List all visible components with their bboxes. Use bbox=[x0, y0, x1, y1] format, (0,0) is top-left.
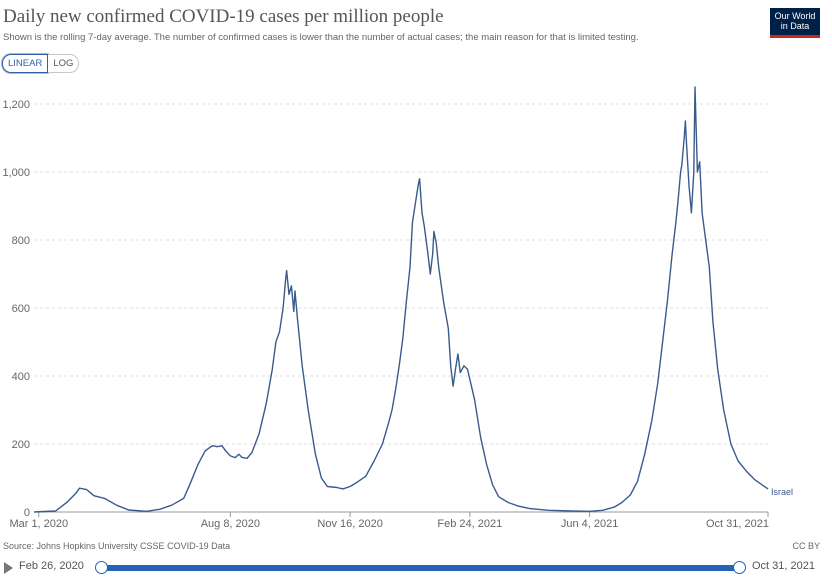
gridlines bbox=[34, 103, 768, 513]
y-tick-label: 0 bbox=[24, 507, 30, 519]
play-icon[interactable] bbox=[4, 562, 13, 574]
logo-line-1: Our World bbox=[774, 11, 816, 21]
x-tick-label: Feb 24, 2021 bbox=[437, 518, 502, 530]
timeline-track[interactable] bbox=[101, 565, 739, 571]
series-layer: Israel bbox=[33, 86, 793, 513]
x-tick-label: Nov 16, 2020 bbox=[317, 518, 382, 530]
x-axis: Mar 1, 2020 Aug 8, 2020 Nov 16, 2020 Feb 24… bbox=[9, 512, 769, 530]
timeline-end-label: Oct 31, 2021 bbox=[752, 560, 815, 572]
timeline-start-handle[interactable] bbox=[95, 561, 108, 574]
logo-accent-bar bbox=[770, 35, 820, 38]
timeline-start-label: Feb 26, 2020 bbox=[19, 560, 84, 572]
series-label: Israel bbox=[771, 487, 793, 497]
y-tick-label: 600 bbox=[12, 303, 30, 315]
timeline-end-handle[interactable] bbox=[733, 561, 746, 574]
x-tick-label: Aug 8, 2020 bbox=[201, 518, 260, 530]
scale-toggle: LINEAR LOG bbox=[2, 54, 80, 73]
x-tick-label: Oct 31, 2021 bbox=[706, 518, 769, 530]
y-tick-label: 1,200 bbox=[2, 99, 30, 111]
owid-logo[interactable]: Our World in Data bbox=[770, 8, 820, 38]
timeline: Feb 26, 2020 Oct 31, 2021 bbox=[0, 558, 832, 578]
y-tick-label: 1,000 bbox=[2, 167, 30, 179]
logo-line-2: in Data bbox=[780, 21, 810, 31]
x-tick-label: Jun 4, 2021 bbox=[561, 518, 619, 530]
source-note: Source: Johns Hopkins University CSSE CO… bbox=[3, 541, 231, 551]
log-scale-button[interactable]: LOG bbox=[48, 54, 80, 73]
y-tick-label: 200 bbox=[12, 439, 30, 451]
x-tick-label: Mar 1, 2020 bbox=[9, 518, 68, 530]
license-link[interactable]: CC BY bbox=[792, 541, 820, 551]
series-line bbox=[33, 86, 769, 513]
y-tick-label: 800 bbox=[12, 235, 30, 247]
y-tick-label: 400 bbox=[12, 371, 30, 383]
y-axis: 0 200 400 600 800 1,000 1,200 bbox=[2, 99, 30, 519]
line-chart: 0 200 400 600 800 1,000 1,200 Mar 1, 2020 Aug 8… bbox=[2, 86, 793, 530]
linear-scale-button[interactable]: LINEAR bbox=[2, 54, 49, 73]
chart-subtitle: Shown is the rolling 7-day average. The … bbox=[3, 32, 639, 43]
chart-title: Daily new confirmed COVID-19 cases per m… bbox=[3, 6, 444, 27]
